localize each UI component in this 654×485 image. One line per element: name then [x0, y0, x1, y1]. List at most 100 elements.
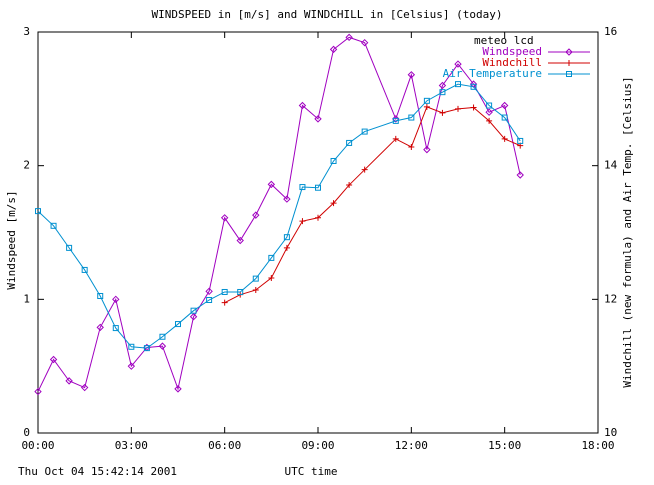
data-point: [35, 208, 41, 215]
y2-tick-label: 12: [604, 292, 617, 305]
data-point: [330, 157, 337, 164]
data-point: [565, 48, 573, 56]
data-point: [80, 383, 89, 392]
data-point: [66, 244, 73, 251]
y2-tick-label: 16: [604, 25, 617, 38]
data-point: [112, 325, 119, 332]
data-point: [175, 321, 181, 328]
data-point: [315, 184, 321, 191]
data-point: [455, 105, 461, 112]
data-point: [438, 81, 447, 90]
data-point: [252, 275, 259, 282]
data-point: [423, 103, 430, 110]
data-point: [49, 355, 58, 364]
data-point: [221, 288, 228, 295]
data-point: [252, 286, 259, 293]
data-point: [346, 182, 353, 189]
data-point: [566, 60, 572, 66]
data-point: [439, 89, 446, 96]
data-point: [252, 211, 260, 219]
data-point: [517, 137, 524, 144]
data-point: [486, 102, 493, 109]
legend-label: Windspeed: [482, 45, 542, 58]
chart-title: WINDSPEED in [m/s] and WINDCHILL in [Cel…: [152, 8, 503, 21]
data-point: [423, 145, 431, 154]
data-point: [127, 362, 136, 370]
data-point: [143, 345, 150, 352]
data-point: [65, 377, 73, 385]
data-point: [205, 287, 213, 296]
data-point: [470, 83, 477, 90]
data-point: [360, 38, 369, 47]
data-point: [501, 135, 508, 142]
data-point: [298, 101, 307, 110]
data-point: [236, 236, 244, 245]
data-point: [268, 274, 275, 281]
plot-frame: [37, 31, 599, 434]
data-point: [81, 266, 88, 273]
y-tick-label: 0: [23, 426, 30, 439]
x-tick-label: 03:00: [115, 439, 148, 452]
x-tick-label: 06:00: [208, 439, 241, 452]
data-point: [283, 195, 291, 203]
data-point: [516, 171, 524, 179]
y2-axis-label: Windchill (new formula) and Air Temp. [C…: [621, 76, 634, 387]
x-tick-label: 09:00: [301, 439, 334, 452]
data-point: [299, 218, 306, 225]
data-point: [299, 184, 306, 191]
data-point: [361, 128, 368, 135]
data-point: [314, 115, 322, 123]
data-point: [267, 180, 276, 189]
data-point: [485, 108, 493, 116]
data-point: [237, 288, 244, 295]
data-point: [329, 45, 338, 54]
data-point: [345, 33, 353, 42]
data-point: [500, 101, 509, 110]
data-point: [34, 387, 42, 396]
y-tick-label: 2: [23, 159, 30, 172]
data-point: [408, 114, 415, 121]
legend-title: meteo lcd: [474, 34, 534, 47]
x-tick-label: 00:00: [21, 439, 54, 452]
data-point: [392, 117, 399, 124]
data-point: [346, 139, 353, 146]
footer: Thu Oct 04 15:42:14 2001: [18, 465, 177, 478]
data-point: [283, 234, 290, 241]
data-point: [190, 307, 197, 314]
y-tick-label: 1: [23, 292, 30, 305]
legend-label: Windchill: [482, 56, 542, 69]
x-axis-label: UTC time: [285, 465, 338, 478]
data-point: [454, 60, 462, 68]
data-point: [206, 297, 213, 304]
data-point: [159, 333, 166, 340]
data-point: [283, 244, 290, 251]
legend-label: Air Temperature: [443, 67, 542, 80]
data-point: [392, 135, 399, 142]
data-point: [423, 97, 430, 104]
y-axis-label: Windspeed [m/s]: [5, 190, 18, 289]
y2-tick-label: 10: [604, 426, 617, 439]
data-point: [221, 299, 228, 306]
data-point: [392, 115, 400, 123]
y-tick-label: 3: [23, 25, 30, 38]
data-point: [96, 323, 104, 332]
y2-tick-label: 14: [604, 159, 618, 172]
data-point: [268, 254, 275, 261]
x-tick-label: 12:00: [395, 439, 428, 452]
series-line: [37, 83, 521, 349]
data-point: [486, 117, 493, 124]
data-point: [501, 114, 508, 121]
data-point: [174, 385, 182, 393]
data-point: [315, 214, 321, 221]
data-point: [455, 81, 461, 88]
data-point: [220, 214, 229, 222]
data-point: [97, 292, 104, 299]
data-point: [408, 143, 415, 150]
data-point: [189, 313, 198, 321]
x-tick-label: 15:00: [488, 439, 521, 452]
data-point: [566, 71, 572, 77]
series-line: [37, 36, 521, 392]
data-point: [128, 343, 135, 350]
